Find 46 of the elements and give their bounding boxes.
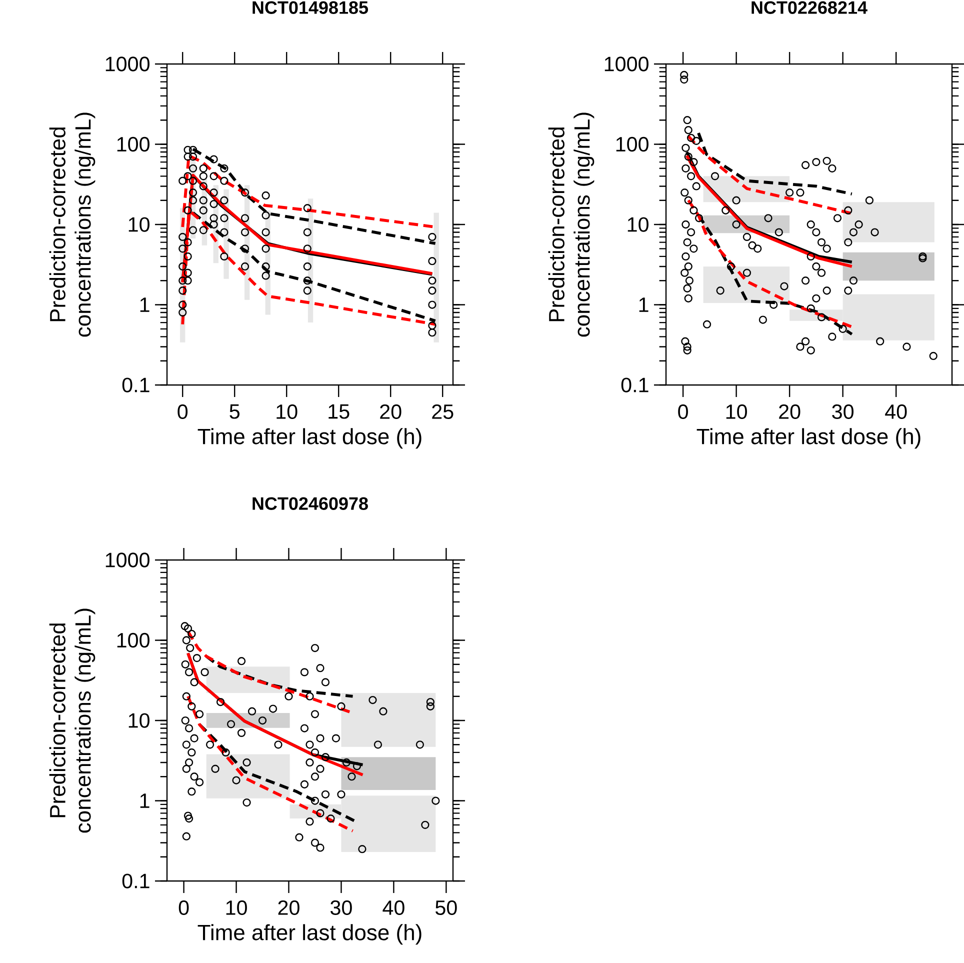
x-tick-label: 40 — [885, 404, 907, 420]
y-tick-label: 10 — [128, 217, 150, 232]
y-tick-label: 1000 — [106, 56, 150, 72]
y-tick-label: 0.1 — [122, 874, 150, 888]
y-tick-label: 1000 — [106, 552, 150, 568]
line-series — [198, 723, 358, 824]
x-tick-label: 10 — [226, 900, 247, 916]
y-axis-title: Prediction-corrected concentrations (ng/mL) — [49, 112, 96, 337]
chart-title: NCT02268214 — [752, 1, 868, 14]
y-tick-label: 0.1 — [621, 378, 648, 392]
x-axis-title: Time after last dose (h) — [696, 428, 920, 449]
chart-title: NCT01498185 — [252, 1, 368, 14]
y-tick-label: 10 — [628, 217, 648, 232]
x-tick-label: 0 — [678, 404, 688, 420]
x-tick-label: 20 — [380, 404, 402, 420]
x-tick-label: 0 — [178, 900, 189, 916]
y-tick-label: 10 — [128, 713, 150, 728]
x-axis-title: Time after last dose (h) — [198, 428, 422, 449]
x-tick-label: 40 — [382, 900, 404, 916]
line-series — [686, 198, 854, 328]
y-tick-label: 100 — [117, 632, 150, 648]
y-tick-label: 1000 — [604, 56, 648, 72]
y-axis-title: Prediction-corrected concentrations (ng/mL) — [548, 112, 594, 337]
x-tick-label: 30 — [832, 404, 854, 420]
y-tick-label: 1 — [140, 298, 150, 312]
x-tick-label: 50 — [436, 900, 457, 916]
x-tick-label: 10 — [726, 404, 747, 420]
x-tick-label: 30 — [330, 900, 352, 916]
line-series — [697, 214, 854, 336]
y-tick-label: 100 — [117, 136, 150, 152]
line-series — [686, 134, 854, 216]
y-tick-label: 100 — [616, 136, 648, 152]
y-axis-title: Prediction-corrected concentrations (ng/mL) — [49, 608, 96, 833]
x-tick-label: 20 — [779, 404, 800, 420]
x-tick-label: 20 — [278, 900, 300, 916]
y-tick-label: 1 — [639, 298, 648, 312]
x-tick-label: 10 — [276, 404, 298, 420]
chart-title: NCT02460978 — [252, 497, 368, 510]
x-axis-title: Time after last dose (h) — [198, 924, 422, 945]
line-series — [186, 694, 354, 832]
x-tick-label: 15 — [328, 404, 350, 419]
x-tick-label: 5 — [230, 404, 240, 419]
x-tick-label: 0 — [178, 404, 188, 420]
y-tick-label: 0.1 — [122, 378, 150, 392]
x-tick-label: 25 — [432, 404, 454, 420]
y-tick-label: 1 — [140, 794, 150, 808]
